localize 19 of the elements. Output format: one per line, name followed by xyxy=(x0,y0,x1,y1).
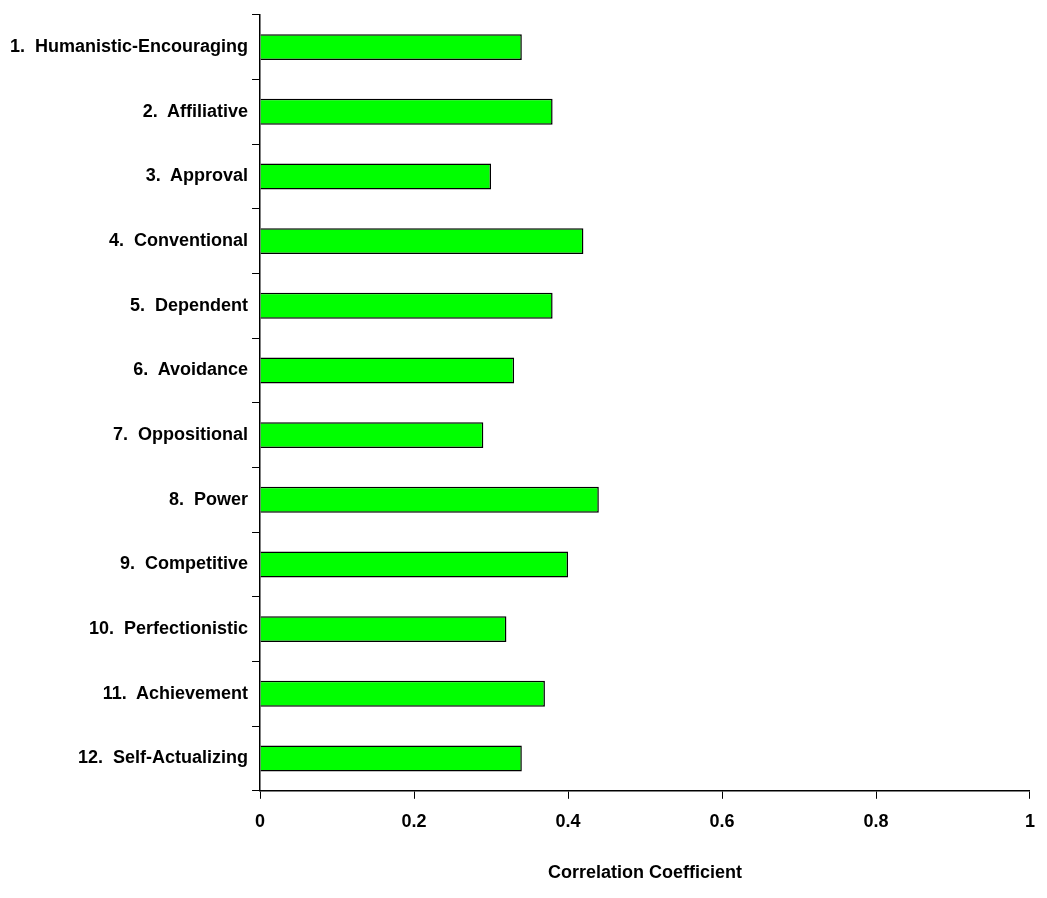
x-tick-label: 0 xyxy=(255,810,266,831)
x-axis-title: Correlation Coefficient xyxy=(548,862,743,883)
x-tick-label: 1 xyxy=(1024,810,1035,831)
y-tick-label: 2. Affiliative xyxy=(142,100,249,121)
y-tick-label: 5. Dependent xyxy=(130,294,249,315)
y-tick-label: 9. Competitive xyxy=(120,553,249,574)
x-tick-label: 0.8 xyxy=(863,810,889,831)
y-tick-label: 11. Achievement xyxy=(102,682,249,703)
x-tick-label: 0.4 xyxy=(555,810,581,831)
x-tick-label: 0.6 xyxy=(709,810,735,831)
y-tick-label: 10. Perfectionistic xyxy=(88,618,249,639)
y-tick-label: 7. Oppositional xyxy=(113,424,249,445)
y-tick-label: 12. Self-Actualizing xyxy=(77,747,249,768)
y-tick-label: 6. Avoidance xyxy=(133,359,249,380)
x-tick-label: 0.2 xyxy=(401,810,427,831)
y-tick-label: 1. Humanistic-Encouraging xyxy=(9,36,249,57)
y-tick-label: 3. Approval xyxy=(145,165,249,186)
y-tick-label: 8. Power xyxy=(169,488,249,509)
y-tick-label: 4. Conventional xyxy=(109,230,249,251)
